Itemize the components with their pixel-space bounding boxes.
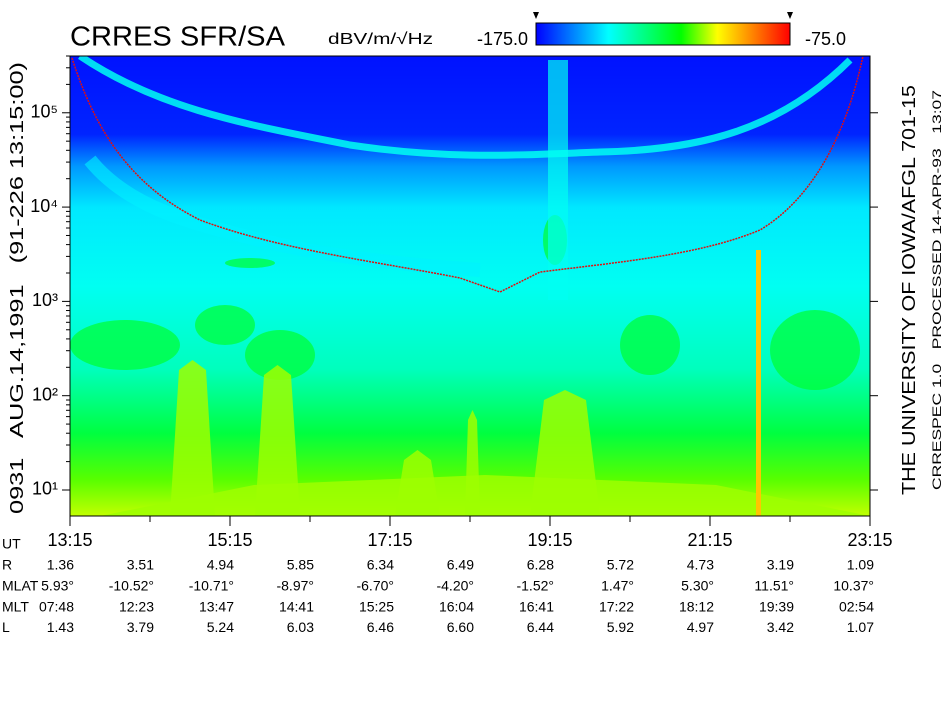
ephemeris-value: 02:54: [839, 598, 874, 614]
emission-blob: [70, 320, 180, 370]
right-sublabel: CRRESPEC 1.0 PROCESSED 14-APR-93 13:07: [930, 90, 944, 490]
ephemeris-value: 12:23: [119, 598, 154, 614]
ephemeris-value: 1.09: [847, 557, 874, 573]
ephemeris-row-label: L: [2, 619, 10, 635]
y-tick-label: 10²: [32, 384, 58, 404]
colorbar-tick-label: -75.0: [805, 29, 846, 49]
ephemeris-value: 1.43: [47, 619, 74, 635]
ephemeris-value: 1.07: [847, 619, 874, 635]
ephemeris-value: 16:41: [519, 598, 554, 614]
ephemeris-value: 6.60: [447, 619, 474, 635]
ephemeris-value: 5.85: [287, 557, 314, 573]
spectrogram: [70, 56, 870, 516]
ephemeris-value: 3.19: [767, 557, 794, 573]
ephemeris-value: 4.94: [207, 557, 234, 573]
ephemeris-value: 5.30°: [681, 578, 714, 594]
ephemeris-value: -10.71°: [189, 578, 234, 594]
ephemeris-value: -8.97°: [276, 578, 314, 594]
ephemeris-row-label: R: [2, 557, 12, 573]
ephemeris-value: 16:04: [439, 598, 474, 614]
y-tick-label: 10¹: [32, 479, 58, 499]
emission-blob: [245, 330, 315, 380]
y-axis-label: 0931 AUG.14,1991 (91-226 13:15:00): [7, 62, 27, 514]
burst: [170, 360, 215, 516]
y-tick-label: 10⁴: [30, 196, 58, 216]
chart-title: CRRES SFR/SA: [70, 20, 285, 51]
ephemeris-value: 5.72: [607, 557, 634, 573]
ephemeris-value: 14:41: [279, 598, 314, 614]
ephemeris-value: 4.97: [687, 619, 714, 635]
x-tick-label: 21:15: [687, 530, 732, 550]
emission-blob: [195, 305, 255, 345]
ephemeris-value: 3.42: [767, 619, 794, 635]
ephemeris-value: 3.79: [127, 619, 154, 635]
emission-blob: [770, 310, 860, 390]
ephemeris-value: 6.03: [287, 619, 314, 635]
ephemeris-value: 5.24: [207, 619, 234, 635]
emission-blob: [225, 258, 275, 268]
ephemeris-value: 4.73: [687, 557, 714, 573]
x-tick-label: 23:15: [847, 530, 892, 550]
colorbar: [535, 22, 791, 46]
ephemeris-value: -4.20°: [436, 578, 474, 594]
ephemeris-value: 11.51°: [754, 578, 794, 594]
ephemeris-value: 15:25: [359, 598, 394, 614]
x-tick-label: 15:15: [207, 530, 252, 550]
gyrofrequency-curve: [71, 56, 864, 293]
ephemeris-value: 3.51: [127, 557, 154, 573]
x-tick-label: 19:15: [527, 530, 572, 550]
burst: [100, 475, 870, 516]
ephemeris-value: 19:39: [759, 598, 794, 614]
y-tick-label: 10⁵: [31, 102, 58, 122]
ephemeris-value: 6.44: [527, 619, 554, 635]
emission-blob: [620, 315, 680, 375]
ephemeris-value: 6.46: [367, 619, 394, 635]
ephemeris-value: -6.70°: [356, 578, 394, 594]
ephemeris-value: -10.52°: [109, 578, 154, 594]
ephemeris-value: 18:12: [679, 598, 714, 614]
colorbar-label: dBV/m/√Hz: [328, 31, 433, 48]
ephemeris-value: 17:22: [599, 598, 634, 614]
burst-line: [756, 250, 761, 516]
plasma-band: [78, 56, 853, 159]
ephemeris-value: 6.34: [367, 557, 394, 573]
plasma-band: [84, 155, 481, 277]
ephemeris-row-label: MLAT: [2, 578, 39, 594]
ephemeris-value: 1.47°: [601, 578, 634, 594]
burst-line: [548, 60, 568, 300]
x-tick-label: 17:15: [367, 530, 412, 550]
colorbar-tick: [533, 12, 539, 19]
ephemeris-value: 6.28: [527, 557, 554, 573]
y-tick-label: 10³: [32, 290, 58, 310]
ephemeris-value: 1.36: [47, 557, 74, 573]
ephemeris-value: 10.37°: [833, 578, 874, 594]
ephemeris-value: -1.52°: [516, 578, 554, 594]
colorbar-tick-label: -175.0: [477, 29, 528, 49]
ephemeris-value: 5.92: [607, 619, 634, 635]
right-label: THE UNIVERSITY OF IOWA/AFGL 701-15: [899, 85, 919, 495]
ephemeris-value: 6.49: [447, 557, 474, 573]
colorbar-tick: [787, 12, 793, 19]
x-axis-label: UT: [2, 536, 21, 552]
burst: [255, 365, 300, 516]
x-tick-label: 13:15: [47, 530, 92, 550]
ephemeris-value: 13:47: [199, 598, 234, 614]
ephemeris-value: 5.93°: [41, 578, 74, 594]
ephemeris-value: 07:48: [39, 598, 74, 614]
ephemeris-row-label: MLT: [2, 598, 29, 614]
